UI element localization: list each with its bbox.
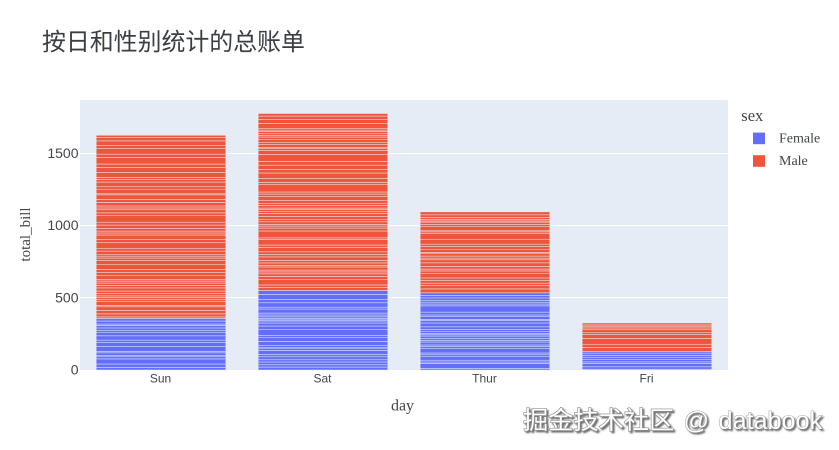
svg-text:Male: Male <box>779 154 808 169</box>
svg-text:sex: sex <box>741 106 764 125</box>
svg-text:day: day <box>391 397 414 414</box>
svg-text:total_bill: total_bill <box>18 207 34 261</box>
svg-text:databook: databook <box>719 407 823 435</box>
svg-text:Female: Female <box>779 131 820 146</box>
svg-text:Fri: Fri <box>640 372 654 386</box>
svg-text:0: 0 <box>71 361 79 377</box>
svg-text:Sun: Sun <box>150 372 171 386</box>
svg-text:@: @ <box>684 407 710 435</box>
svg-text:Sat: Sat <box>313 372 332 386</box>
svg-text:500: 500 <box>55 289 79 305</box>
svg-text:1000: 1000 <box>47 217 78 233</box>
svg-text:Thur: Thur <box>472 372 497 386</box>
svg-text:1500: 1500 <box>47 145 78 161</box>
